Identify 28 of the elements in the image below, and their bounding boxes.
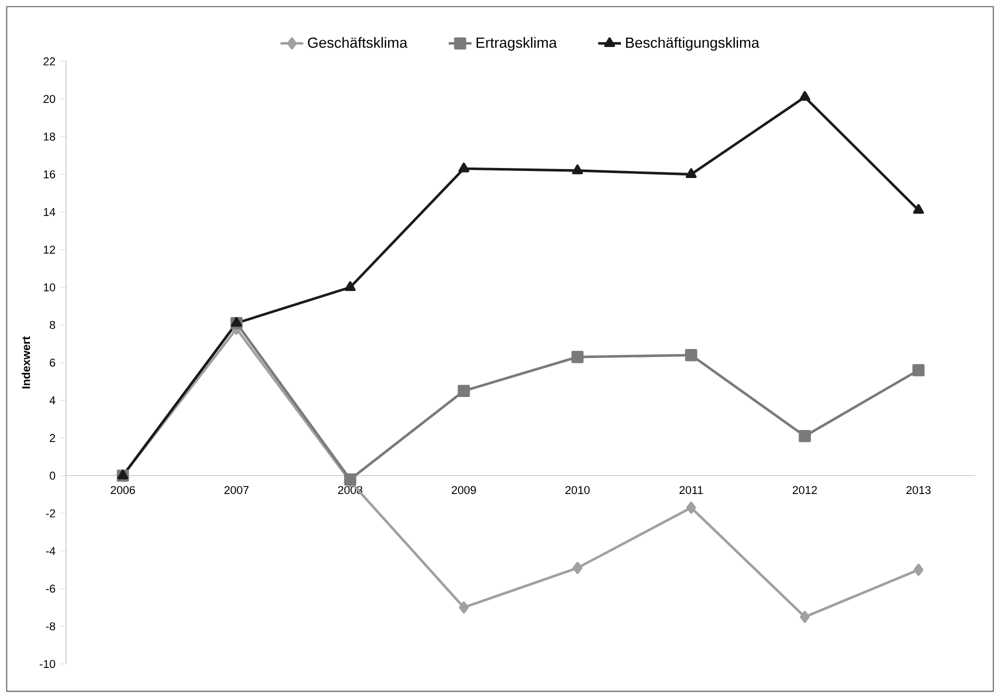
y-tick-label: 2 bbox=[50, 434, 56, 442]
y-tick-label: -4 bbox=[46, 547, 56, 555]
y-axis-title: Indexwert bbox=[22, 336, 30, 388]
y-tick-label: -2 bbox=[46, 509, 56, 518]
x-tick-label: 2010 bbox=[565, 486, 590, 494]
x-tick-label: 2013 bbox=[906, 486, 931, 494]
y-tick-label: -10 bbox=[40, 660, 56, 668]
legend-label: Geschäftsklima bbox=[308, 37, 408, 48]
legend-label: Ertragsklima bbox=[476, 37, 557, 51]
y-tick-label: 6 bbox=[50, 358, 56, 367]
y-tick-label: 14 bbox=[44, 208, 56, 216]
x-tick-label: 2011 bbox=[680, 486, 703, 494]
x-tick-label: 2009 bbox=[452, 486, 476, 494]
legend-label: Beschäftigungsklima bbox=[626, 37, 760, 51]
y-tick-label: 4 bbox=[50, 396, 56, 404]
y-tick-label: -8 bbox=[46, 622, 56, 630]
y-tick-label: 8 bbox=[50, 320, 56, 329]
y-tick-label: 0 bbox=[50, 472, 56, 480]
y-tick-label: 18 bbox=[44, 132, 56, 141]
x-tick-label: 2006 bbox=[110, 486, 135, 494]
y-tick-label: 10 bbox=[44, 283, 56, 292]
y-tick-label: 20 bbox=[44, 94, 56, 103]
x-tick-label: 2007 bbox=[224, 486, 249, 494]
y-tick-label: -6 bbox=[46, 584, 56, 593]
x-tick-label: 2012 bbox=[792, 486, 817, 494]
y-tick-label: 16 bbox=[44, 170, 56, 178]
y-tick-label: 22 bbox=[44, 57, 56, 66]
y-tick-label: 12 bbox=[44, 246, 56, 254]
